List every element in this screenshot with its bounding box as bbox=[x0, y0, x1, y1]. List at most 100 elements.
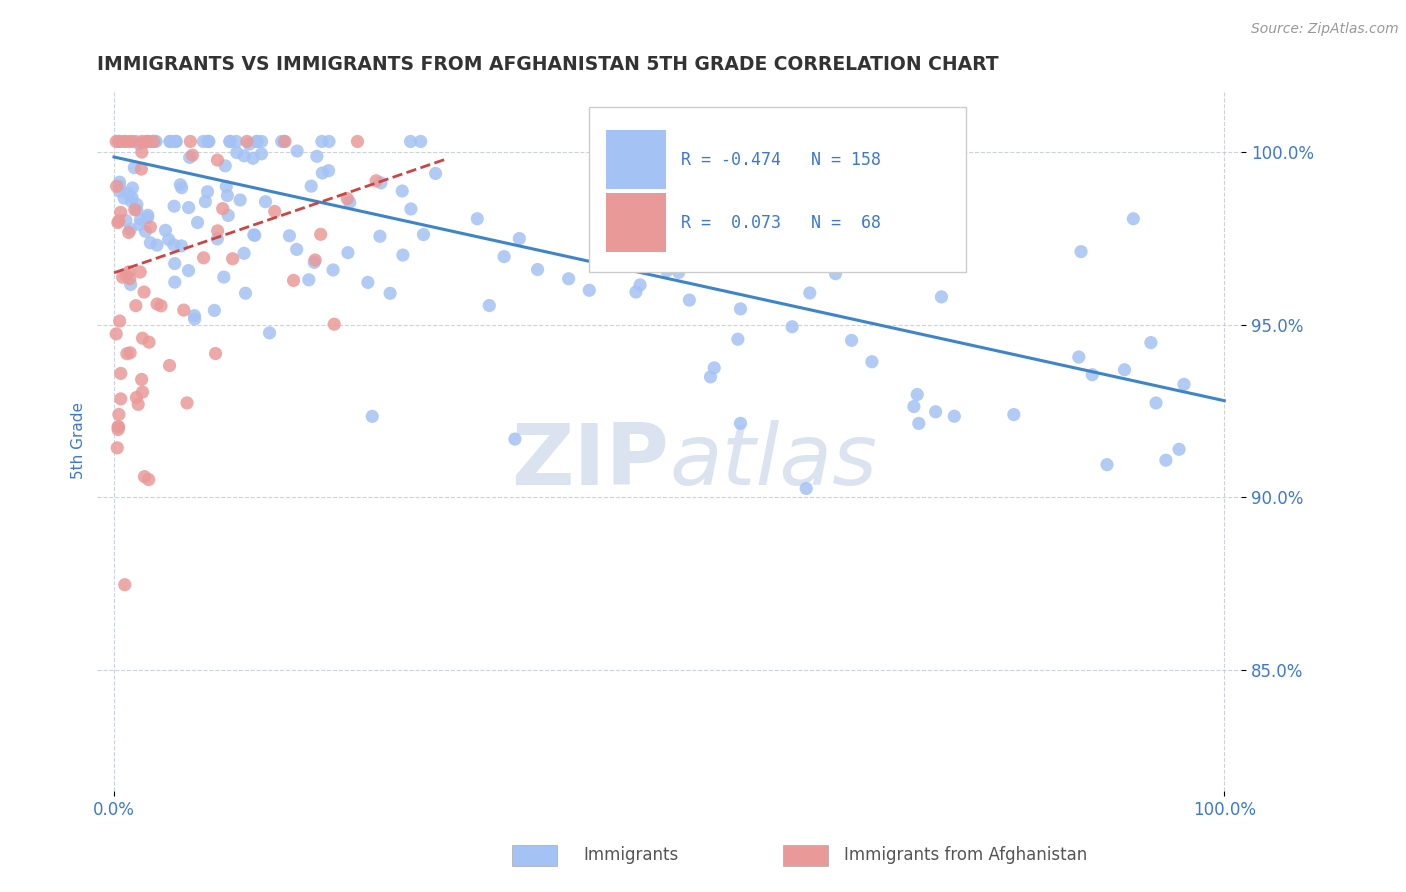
Point bbox=[138, 135, 160, 149]
Point bbox=[142, 135, 165, 149]
Point bbox=[131, 145, 153, 160]
Point bbox=[176, 396, 198, 410]
Point bbox=[169, 178, 191, 192]
Point bbox=[730, 417, 752, 431]
Point bbox=[924, 405, 946, 419]
Point bbox=[730, 301, 752, 316]
Point bbox=[1140, 335, 1163, 350]
Point bbox=[181, 148, 204, 162]
Point bbox=[668, 265, 690, 279]
Point bbox=[150, 299, 173, 313]
Point bbox=[860, 355, 883, 369]
Point bbox=[304, 252, 326, 267]
Point bbox=[105, 326, 128, 341]
Point bbox=[136, 135, 159, 149]
Point bbox=[250, 135, 273, 149]
Point bbox=[412, 227, 434, 242]
Point bbox=[896, 239, 918, 253]
Point bbox=[145, 135, 167, 149]
Point bbox=[173, 303, 195, 318]
Point bbox=[221, 252, 243, 266]
Point bbox=[110, 392, 132, 406]
Point bbox=[370, 176, 392, 190]
Point bbox=[125, 135, 148, 149]
Point bbox=[107, 423, 129, 437]
Point bbox=[943, 409, 966, 424]
Text: atlas: atlas bbox=[669, 420, 877, 503]
Point bbox=[108, 184, 131, 198]
Point bbox=[120, 277, 142, 292]
Point bbox=[780, 319, 803, 334]
Point bbox=[139, 235, 162, 250]
Point bbox=[131, 385, 153, 400]
Point bbox=[905, 387, 928, 401]
Point bbox=[318, 163, 340, 178]
Point bbox=[142, 135, 165, 149]
Point bbox=[194, 194, 217, 209]
Point bbox=[146, 297, 169, 311]
Point bbox=[105, 179, 128, 194]
Text: Immigrants from Afghanistan: Immigrants from Afghanistan bbox=[844, 846, 1087, 863]
Point bbox=[110, 205, 132, 219]
Point bbox=[1002, 408, 1025, 422]
Point bbox=[211, 202, 233, 216]
Point bbox=[183, 309, 205, 323]
Point bbox=[159, 135, 181, 149]
Point bbox=[129, 212, 152, 227]
Text: R =  0.073   N =  68: R = 0.073 N = 68 bbox=[681, 214, 880, 232]
Point bbox=[866, 240, 889, 254]
Point bbox=[508, 231, 530, 245]
Point bbox=[703, 360, 725, 375]
Point bbox=[1081, 368, 1104, 382]
Point bbox=[254, 194, 277, 209]
Point bbox=[155, 223, 177, 237]
Point bbox=[235, 286, 257, 301]
Point bbox=[186, 215, 208, 229]
Point bbox=[197, 185, 219, 199]
Point bbox=[250, 146, 273, 161]
Point bbox=[115, 346, 138, 360]
Point bbox=[1070, 244, 1092, 259]
Point bbox=[143, 135, 166, 149]
Point bbox=[824, 267, 846, 281]
Point bbox=[163, 199, 186, 213]
Point bbox=[212, 270, 235, 285]
Point bbox=[526, 262, 548, 277]
Point bbox=[125, 299, 148, 313]
Point bbox=[392, 248, 415, 262]
Point bbox=[366, 174, 388, 188]
Y-axis label: 5th Grade: 5th Grade bbox=[72, 402, 86, 479]
Point bbox=[259, 326, 281, 340]
Point bbox=[336, 245, 359, 260]
Point bbox=[270, 135, 292, 149]
Point bbox=[120, 194, 142, 209]
Point bbox=[278, 228, 301, 243]
Point bbox=[309, 227, 332, 242]
Point bbox=[138, 335, 160, 350]
Point bbox=[799, 285, 821, 300]
Point bbox=[557, 271, 579, 285]
Point bbox=[903, 400, 925, 414]
Point bbox=[217, 209, 239, 223]
Point bbox=[378, 286, 401, 301]
Point bbox=[311, 166, 333, 180]
Point bbox=[112, 135, 135, 149]
Point bbox=[135, 135, 157, 149]
Point bbox=[159, 359, 181, 373]
Point bbox=[655, 264, 678, 278]
Point bbox=[159, 135, 181, 149]
Point bbox=[121, 181, 143, 195]
FancyBboxPatch shape bbox=[589, 107, 966, 272]
Point bbox=[118, 265, 141, 279]
Point bbox=[177, 201, 200, 215]
Point bbox=[163, 238, 186, 252]
Point bbox=[193, 135, 215, 149]
Point bbox=[1168, 442, 1191, 457]
Point bbox=[828, 198, 851, 212]
Point bbox=[207, 232, 229, 246]
Point bbox=[170, 239, 193, 253]
Point bbox=[243, 227, 266, 242]
Point bbox=[198, 135, 221, 149]
Point bbox=[1067, 350, 1090, 364]
Point bbox=[121, 191, 143, 205]
